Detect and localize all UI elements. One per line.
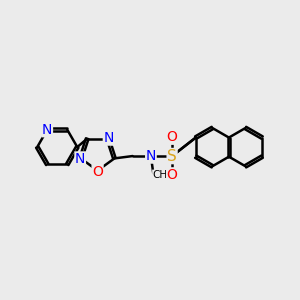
Text: N: N xyxy=(42,123,52,137)
Text: N: N xyxy=(75,152,86,166)
Text: S: S xyxy=(167,148,177,164)
Text: O: O xyxy=(92,165,103,179)
Text: CH₃: CH₃ xyxy=(152,170,172,180)
Text: N: N xyxy=(103,131,114,145)
Text: N: N xyxy=(146,149,156,163)
Text: O: O xyxy=(167,130,178,144)
Text: O: O xyxy=(167,168,178,182)
